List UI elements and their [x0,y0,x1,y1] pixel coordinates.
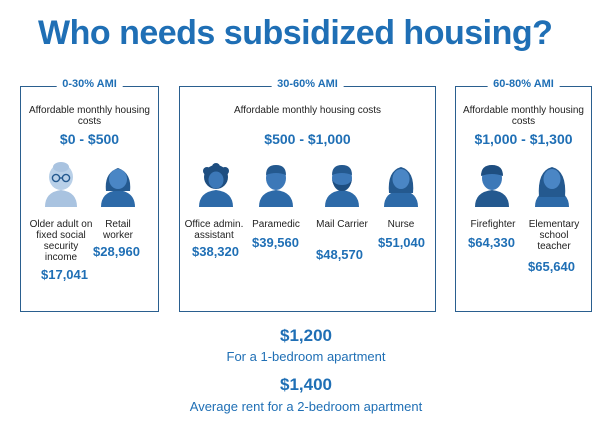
salary: $39,560 [252,235,299,250]
job-label: Retail worker [102,219,133,241]
paramedic-icon [259,165,293,207]
group-title: 0-30% AMI [56,78,123,90]
group-30-60-ami: 30-60% AMI Affordable monthly housing co… [179,78,436,312]
teacher-icon [535,167,569,207]
salary: $28,960 [93,244,140,259]
mail-carrier-icon [325,165,359,207]
salary: $38,320 [192,244,239,259]
rent-1br-value: $1,200 [280,326,332,345]
salary: $51,040 [378,235,425,250]
salary: $65,640 [528,259,575,274]
cost-range: $500 - $1,000 [264,131,351,147]
retail-worker-icon [101,168,135,207]
firefighter-icon [475,165,509,207]
older-adult-icon [45,162,77,207]
cost-label: Affordable monthly housing costs [462,105,584,127]
cost-range: $0 - $500 [59,131,120,147]
nurse-icon [384,167,418,207]
salary: $17,041 [41,267,88,282]
cost-label: Affordable monthly housing costs [233,105,382,116]
group-0-30-ami: 0-30% AMI Affordable monthly housing cos… [20,78,159,312]
job-label: Mail Carrier [316,219,368,230]
page-title: Who needs subsidized housing? [38,14,553,52]
office-assistant-icon [199,163,233,207]
group-title: 30-60% AMI [271,78,344,90]
job-label: Firefighter [470,219,516,230]
job-label: Paramedic [252,219,300,230]
cost-range: $1,000 - $1,300 [474,131,573,147]
job-label: Nurse [387,219,415,230]
group-60-80-ami: 60-80% AMI Affordable monthly housing co… [455,78,592,312]
salary: $48,570 [316,247,363,262]
rent-2br-value: $1,400 [280,375,332,394]
salary: $64,330 [468,235,515,250]
cost-label: Affordable monthly housing costs [28,105,150,127]
rent-2br-desc: Average rent for a 2-bedroom apartment [189,399,423,414]
job-label: Office admin. assistant [184,219,244,241]
job-label: Elementary school teacher [528,219,580,252]
rent-1br-desc: For a 1-bedroom apartment [226,349,386,364]
job-label: Older adult on fixed social security inc… [29,219,93,263]
group-title: 60-80% AMI [487,78,560,90]
